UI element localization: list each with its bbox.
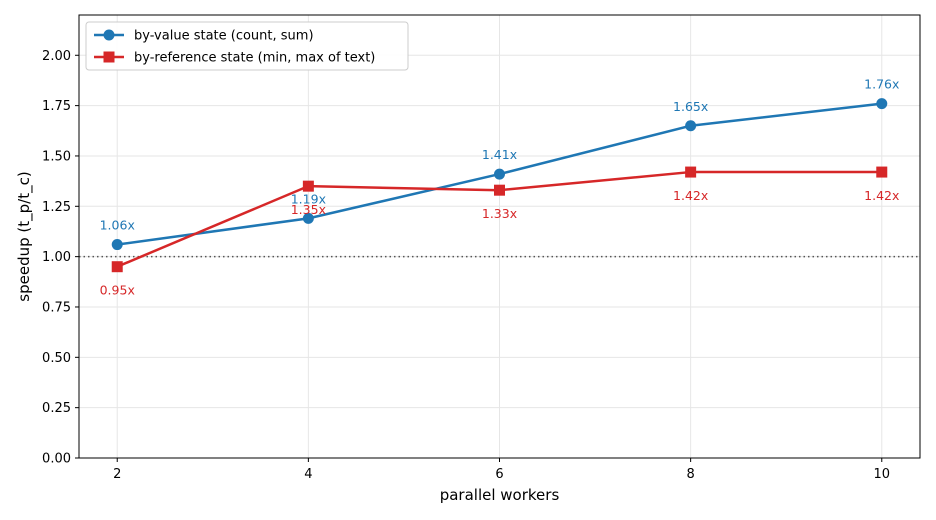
y-tick-label: 1.50 — [42, 149, 71, 164]
data-point-circle — [111, 239, 123, 251]
axis-ticks: 0.00 0.25 0.50 0.75 1.00 1.25 1.50 1.75 2.00 2 4 6 8… — [42, 49, 890, 482]
legend-label: by-reference state (min, max of text) — [134, 51, 375, 66]
data-label: 0.95x — [100, 283, 135, 298]
y-tick-label: 2.00 — [42, 49, 71, 64]
data-point-square — [302, 180, 314, 192]
legend-marker — [103, 29, 115, 41]
data-labels: 1.06x 1.19x 1.41x 1.65x 1.76x 0.95x 1.35x 1.33x… — [100, 77, 900, 298]
data-label: 1.76x — [864, 77, 899, 92]
data-point-square — [876, 166, 888, 178]
data-label: 1.06x — [100, 218, 135, 233]
legend-entry: by-reference state (min, max of text) — [94, 51, 375, 66]
y-tick-label: 0.00 — [42, 452, 71, 467]
series-layer — [111, 98, 888, 273]
data-point-circle — [494, 168, 505, 180]
y-tick-label: 1.25 — [42, 200, 71, 215]
x-tick-label: 2 — [113, 467, 121, 482]
legend-box — [85, 21, 409, 71]
data-point-circle — [302, 212, 314, 224]
x-tick-label: 8 — [686, 467, 694, 482]
y-tick-label: 0.75 — [42, 300, 71, 315]
data-point-circle — [876, 98, 888, 110]
data-label: 1.33x — [482, 206, 517, 221]
legend-label: by-value state (count, sum) — [134, 29, 314, 44]
data-label: 1.19x — [291, 191, 326, 206]
y-tick-label: 1.00 — [42, 250, 71, 265]
data-label: 1.41x — [482, 147, 517, 162]
x-tick-label: 6 — [495, 467, 503, 482]
data-label: 1.42x — [864, 188, 899, 203]
y-tick-label: 0.50 — [42, 351, 71, 366]
y-tick-label: 1.75 — [42, 99, 71, 114]
x-axis-label: parallel workers — [440, 486, 560, 504]
y-tick-label: 0.25 — [42, 401, 71, 416]
data-point-circle — [685, 120, 697, 132]
legend: by-value state (count, sum) by-reference … — [85, 21, 409, 71]
data-point-square — [111, 261, 123, 273]
x-tick-label: 10 — [873, 467, 890, 482]
data-point-square — [685, 166, 697, 178]
legend-entry: by-value state (count, sum) — [94, 29, 314, 44]
data-label: 1.35x — [291, 202, 326, 217]
x-tick-label: 4 — [304, 467, 312, 482]
data-label: 1.42x — [673, 188, 708, 203]
legend-marker — [103, 51, 115, 63]
data-label: 1.65x — [673, 99, 708, 114]
y-axis-label: speedup (t_p/t_c) — [15, 171, 34, 301]
grid — [79, 15, 920, 459]
data-point-square — [494, 184, 505, 196]
